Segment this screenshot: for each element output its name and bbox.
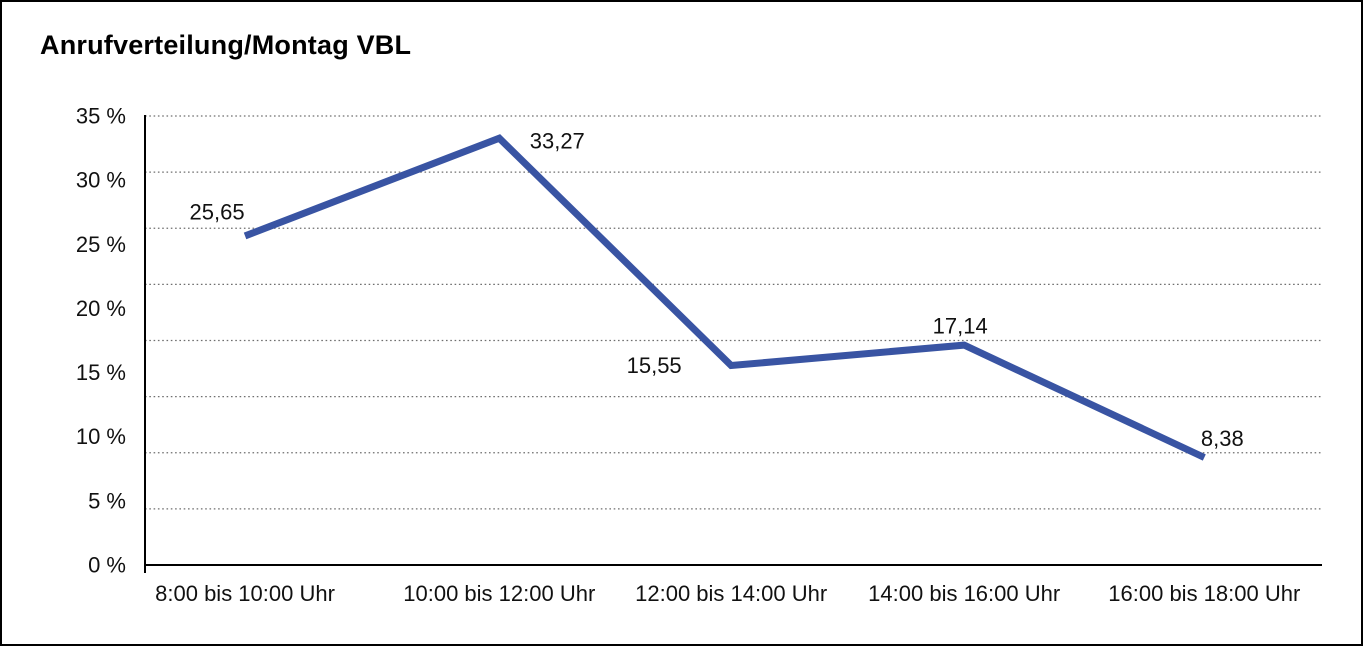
- data-point-label: 33,27: [530, 129, 585, 154]
- x-axis-tick-label: 16:00 bis 18:00 Uhr: [1108, 581, 1300, 606]
- y-axis-tick-label: 10 %: [76, 424, 126, 449]
- y-axis-tick-label: 15 %: [76, 360, 126, 385]
- data-point-label: 8,38: [1201, 426, 1244, 451]
- x-axis-tick-label: 12:00 bis 14:00 Uhr: [635, 581, 827, 606]
- y-axis-tick-label: 35 %: [76, 104, 126, 129]
- y-axis-tick-label: 30 %: [76, 168, 126, 193]
- x-axis-tick-label: 10:00 bis 12:00 Uhr: [403, 581, 595, 606]
- data-line-series: [243, 134, 1206, 461]
- x-axis-tick-label: 8:00 bis 10:00 Uhr: [155, 581, 335, 606]
- y-axis-tick-label: 0 %: [88, 553, 126, 578]
- data-point-label: 15,55: [627, 353, 682, 378]
- data-point-label: 17,14: [933, 314, 988, 339]
- y-axis-tick-label: 5 %: [88, 488, 126, 513]
- data-point-label: 25,65: [190, 199, 245, 224]
- x-axis-tick-label: 14:00 bis 16:00 Uhr: [868, 581, 1060, 606]
- y-axis-tick-label: 20 %: [76, 296, 126, 321]
- y-axis-tick-label: 25 %: [76, 232, 126, 257]
- chart-title: Anrufverteilung/Montag VBL: [40, 30, 412, 60]
